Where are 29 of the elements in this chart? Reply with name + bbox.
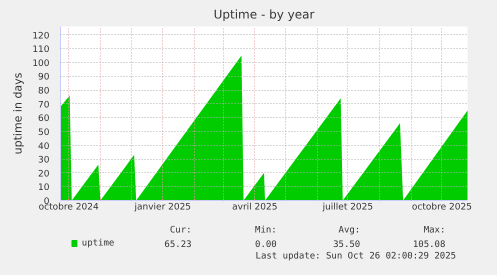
text: Cur: (170, 226, 192, 236)
text: Max: (424, 226, 446, 236)
y-tick-label: 90 (38, 72, 50, 83)
y-tick-label: 10 (38, 183, 50, 194)
x-tick-label: octobre 2024 (38, 202, 99, 212)
x-tick-label: juillet 2025 (322, 202, 374, 212)
y-tick-label: 100 (32, 58, 50, 69)
x-tick-label: janvier 2025 (133, 202, 192, 212)
y-tick-label: 60 (38, 114, 50, 124)
x-tick-label: octobre 2025 (412, 202, 472, 212)
text: Min: (255, 226, 277, 236)
y-tick-label: 80 (38, 86, 50, 97)
x-tick-label: avril 2025 (232, 202, 278, 212)
y-tick-label: 50 (38, 128, 50, 138)
y-tick-label: 20 (38, 169, 50, 180)
y-tick-label: 120 (32, 31, 50, 42)
text: Avg: (338, 226, 360, 236)
y-tick-label: 70 (38, 100, 50, 110)
chart-title: Uptime - by year (214, 8, 314, 22)
y-tick-label: 30 (38, 156, 50, 166)
legend-label: uptime (82, 238, 114, 248)
y-tick-label: 40 (38, 142, 50, 152)
y-tick-label: 110 (32, 45, 50, 56)
text: 65.23 (164, 240, 192, 250)
text: 105.08 (412, 240, 446, 250)
y-axis-title: uptime in days (11, 72, 24, 154)
text: 0.00 (255, 240, 277, 250)
text: Last update: Sun Oct 26 02:00:29 2025 (256, 252, 456, 262)
text: 35.50 (333, 240, 360, 250)
